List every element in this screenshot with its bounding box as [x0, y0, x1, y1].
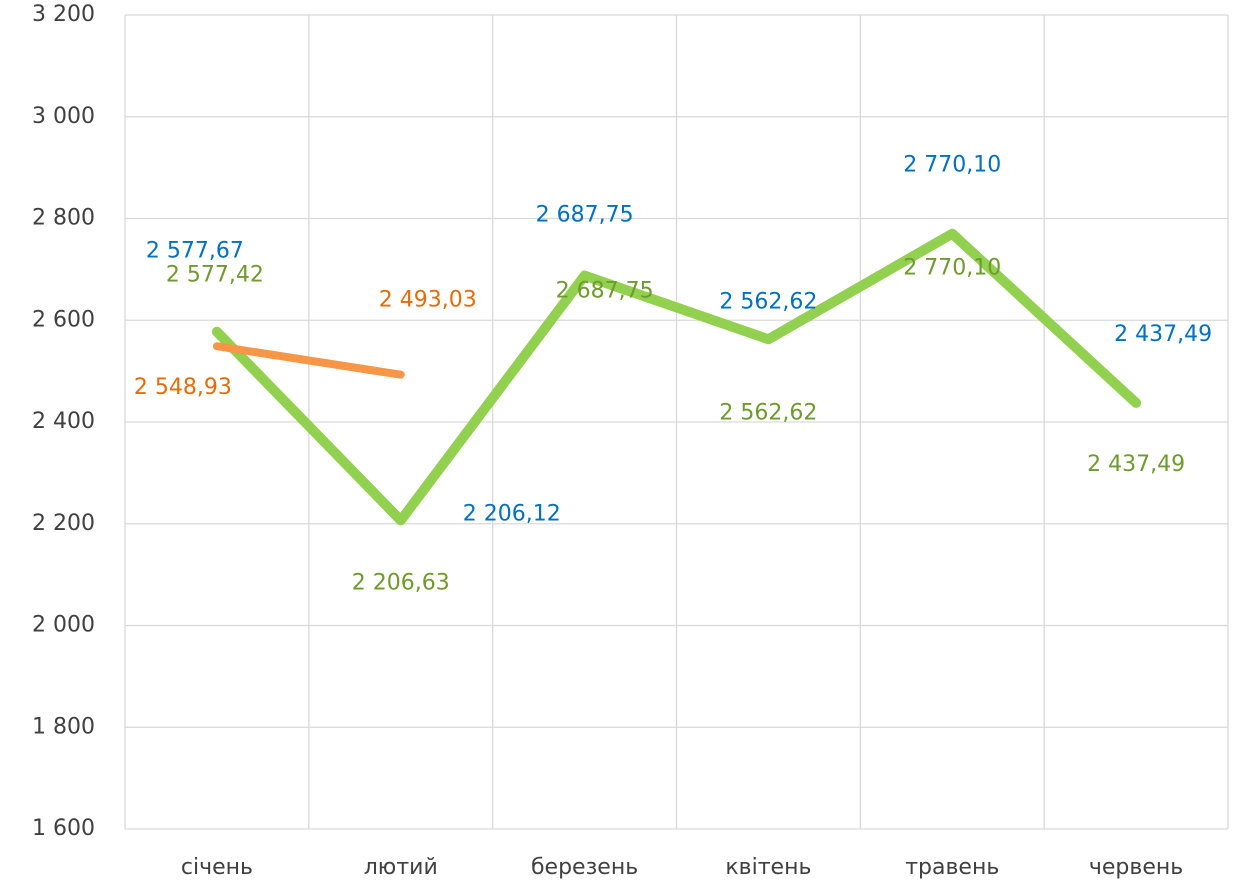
- data-label: 2 770,10: [903, 153, 1001, 178]
- x-tick-label: січень: [181, 855, 253, 880]
- y-tick-label: 3 000: [32, 104, 95, 129]
- x-tick-label: березень: [531, 855, 638, 880]
- data-label: 2 437,49: [1114, 322, 1212, 347]
- y-tick-label: 1 600: [32, 816, 95, 841]
- y-tick-label: 2 600: [32, 307, 95, 332]
- data-label: 2 687,75: [556, 279, 654, 304]
- data-label: 2 577,67: [146, 239, 244, 264]
- data-label: 2 206,63: [352, 570, 450, 595]
- y-tick-label: 3 200: [32, 2, 95, 27]
- data-label: 2 770,10: [903, 256, 1001, 281]
- y-tick-label: 2 400: [32, 409, 95, 434]
- data-label: 2 562,62: [719, 400, 817, 425]
- x-tick-label: квітень: [725, 855, 811, 880]
- data-label: 2 577,42: [166, 263, 264, 288]
- series-line: [212, 342, 405, 379]
- data-label: 2 437,49: [1087, 452, 1185, 477]
- data-label: 2 493,03: [379, 288, 477, 313]
- x-tick-label: травень: [905, 855, 999, 880]
- data-label: 2 206,12: [463, 502, 561, 527]
- data-label: 2 548,93: [134, 375, 232, 400]
- y-tick-label: 2 200: [32, 511, 95, 536]
- y-tick-label: 1 800: [32, 714, 95, 739]
- x-tick-label: червень: [1089, 855, 1183, 880]
- y-tick-label: 2 000: [32, 613, 95, 638]
- data-label: 2 687,75: [536, 203, 634, 228]
- y-tick-label: 2 800: [32, 206, 95, 231]
- series-line: [211, 228, 1142, 526]
- x-tick-label: лютий: [364, 855, 438, 880]
- data-label: 2 562,62: [719, 289, 817, 314]
